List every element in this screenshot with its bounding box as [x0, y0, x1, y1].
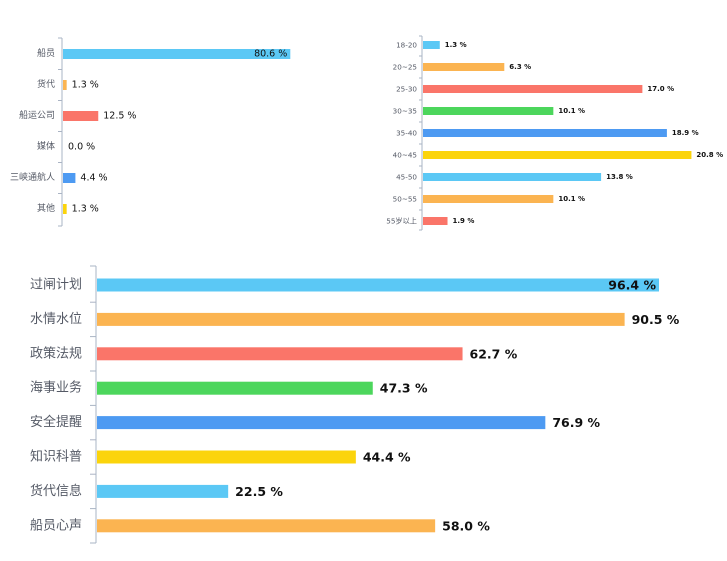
value-label: 12.5 % [103, 111, 136, 122]
bar [97, 484, 229, 498]
value-label: 47.3 % [380, 381, 428, 396]
value-label: 10.1 % [558, 195, 585, 203]
value-label: 0.0 % [68, 142, 95, 153]
value-label: 1.9 % [453, 217, 475, 225]
category-label: 船员心声 [30, 518, 82, 533]
value-label: 1.3 % [72, 80, 99, 91]
value-label: 4.4 % [80, 173, 107, 184]
category-label: 其他 [37, 202, 55, 214]
value-label: 1.3 % [445, 41, 467, 49]
value-label: 10.1 % [558, 107, 585, 115]
value-label: 20.8 % [696, 151, 723, 159]
value-label: 96.4 % [608, 278, 656, 293]
value-label: 44.4 % [363, 450, 411, 465]
category-label: 三峡通航人 [10, 171, 55, 183]
value-label: 22.5 % [235, 484, 283, 499]
bar [97, 416, 546, 430]
category-label: 安全提醒 [30, 414, 82, 430]
category-label: 25-30 [396, 85, 417, 94]
category-label: 船员 [37, 47, 55, 59]
category-label: 船运公司 [19, 109, 55, 121]
bar [423, 195, 554, 203]
category-label: 政策法规 [30, 345, 82, 361]
category-label: 55岁以上 [386, 217, 417, 226]
bar [423, 151, 692, 159]
category-label: 40~45 [393, 151, 417, 160]
category-label: 35-40 [396, 129, 417, 138]
category-label: 水情水位 [30, 312, 82, 327]
bar [63, 111, 99, 121]
bar [423, 63, 505, 71]
category-label: 30~35 [393, 107, 417, 116]
chart-content: 过闸计划 96.4 % 水情水位 90.5 % 政策法规 62.7 % 海事业务 47.3 %… [30, 265, 680, 544]
bar [97, 347, 463, 361]
value-label: 76.9 % [552, 415, 600, 430]
bar [97, 450, 356, 464]
value-label: 58.0 % [442, 518, 490, 533]
bar [63, 204, 67, 214]
value-label: 6.3 % [509, 63, 531, 71]
value-label: 13.8 % [606, 173, 633, 181]
bar [423, 41, 440, 49]
category-label: 45-50 [396, 173, 417, 182]
bar [63, 173, 76, 183]
value-label: 18.9 % [672, 129, 699, 137]
category-label: 货代 [37, 78, 55, 90]
chart-age: 18-20 1.3 % 20~25 6.3 % 25-30 17.0 % 30~35 10.1… [386, 35, 723, 231]
bar [423, 173, 602, 181]
category-label: 20~25 [393, 63, 417, 72]
category-label: 货代信息 [30, 483, 82, 499]
bar [97, 278, 660, 292]
category-label: 海事业务 [30, 380, 82, 396]
value-label: 62.7 % [470, 346, 518, 361]
bar [63, 80, 67, 90]
bar [97, 312, 625, 326]
bar [97, 519, 436, 533]
bar [63, 49, 291, 59]
bar [423, 107, 554, 115]
category-label: 50~55 [393, 195, 417, 204]
category-label: 知识科普 [30, 449, 82, 465]
value-label: 17.0 % [647, 85, 674, 93]
chart-identity: 船员 80.6 % 货代 1.3 % 船运公司 12.5 % 媒体 0.0 % 三峡通航人 4.4… [10, 37, 291, 227]
bar [423, 85, 643, 93]
bar [423, 129, 667, 137]
value-label: 90.5 % [632, 312, 680, 327]
category-label: 媒体 [37, 140, 55, 152]
value-label: 1.3 % [72, 204, 99, 215]
bar [97, 381, 373, 395]
category-label: 18-20 [396, 41, 417, 50]
bar [423, 217, 448, 225]
value-label: 80.6 % [254, 49, 287, 60]
category-label: 过闸计划 [30, 278, 82, 293]
